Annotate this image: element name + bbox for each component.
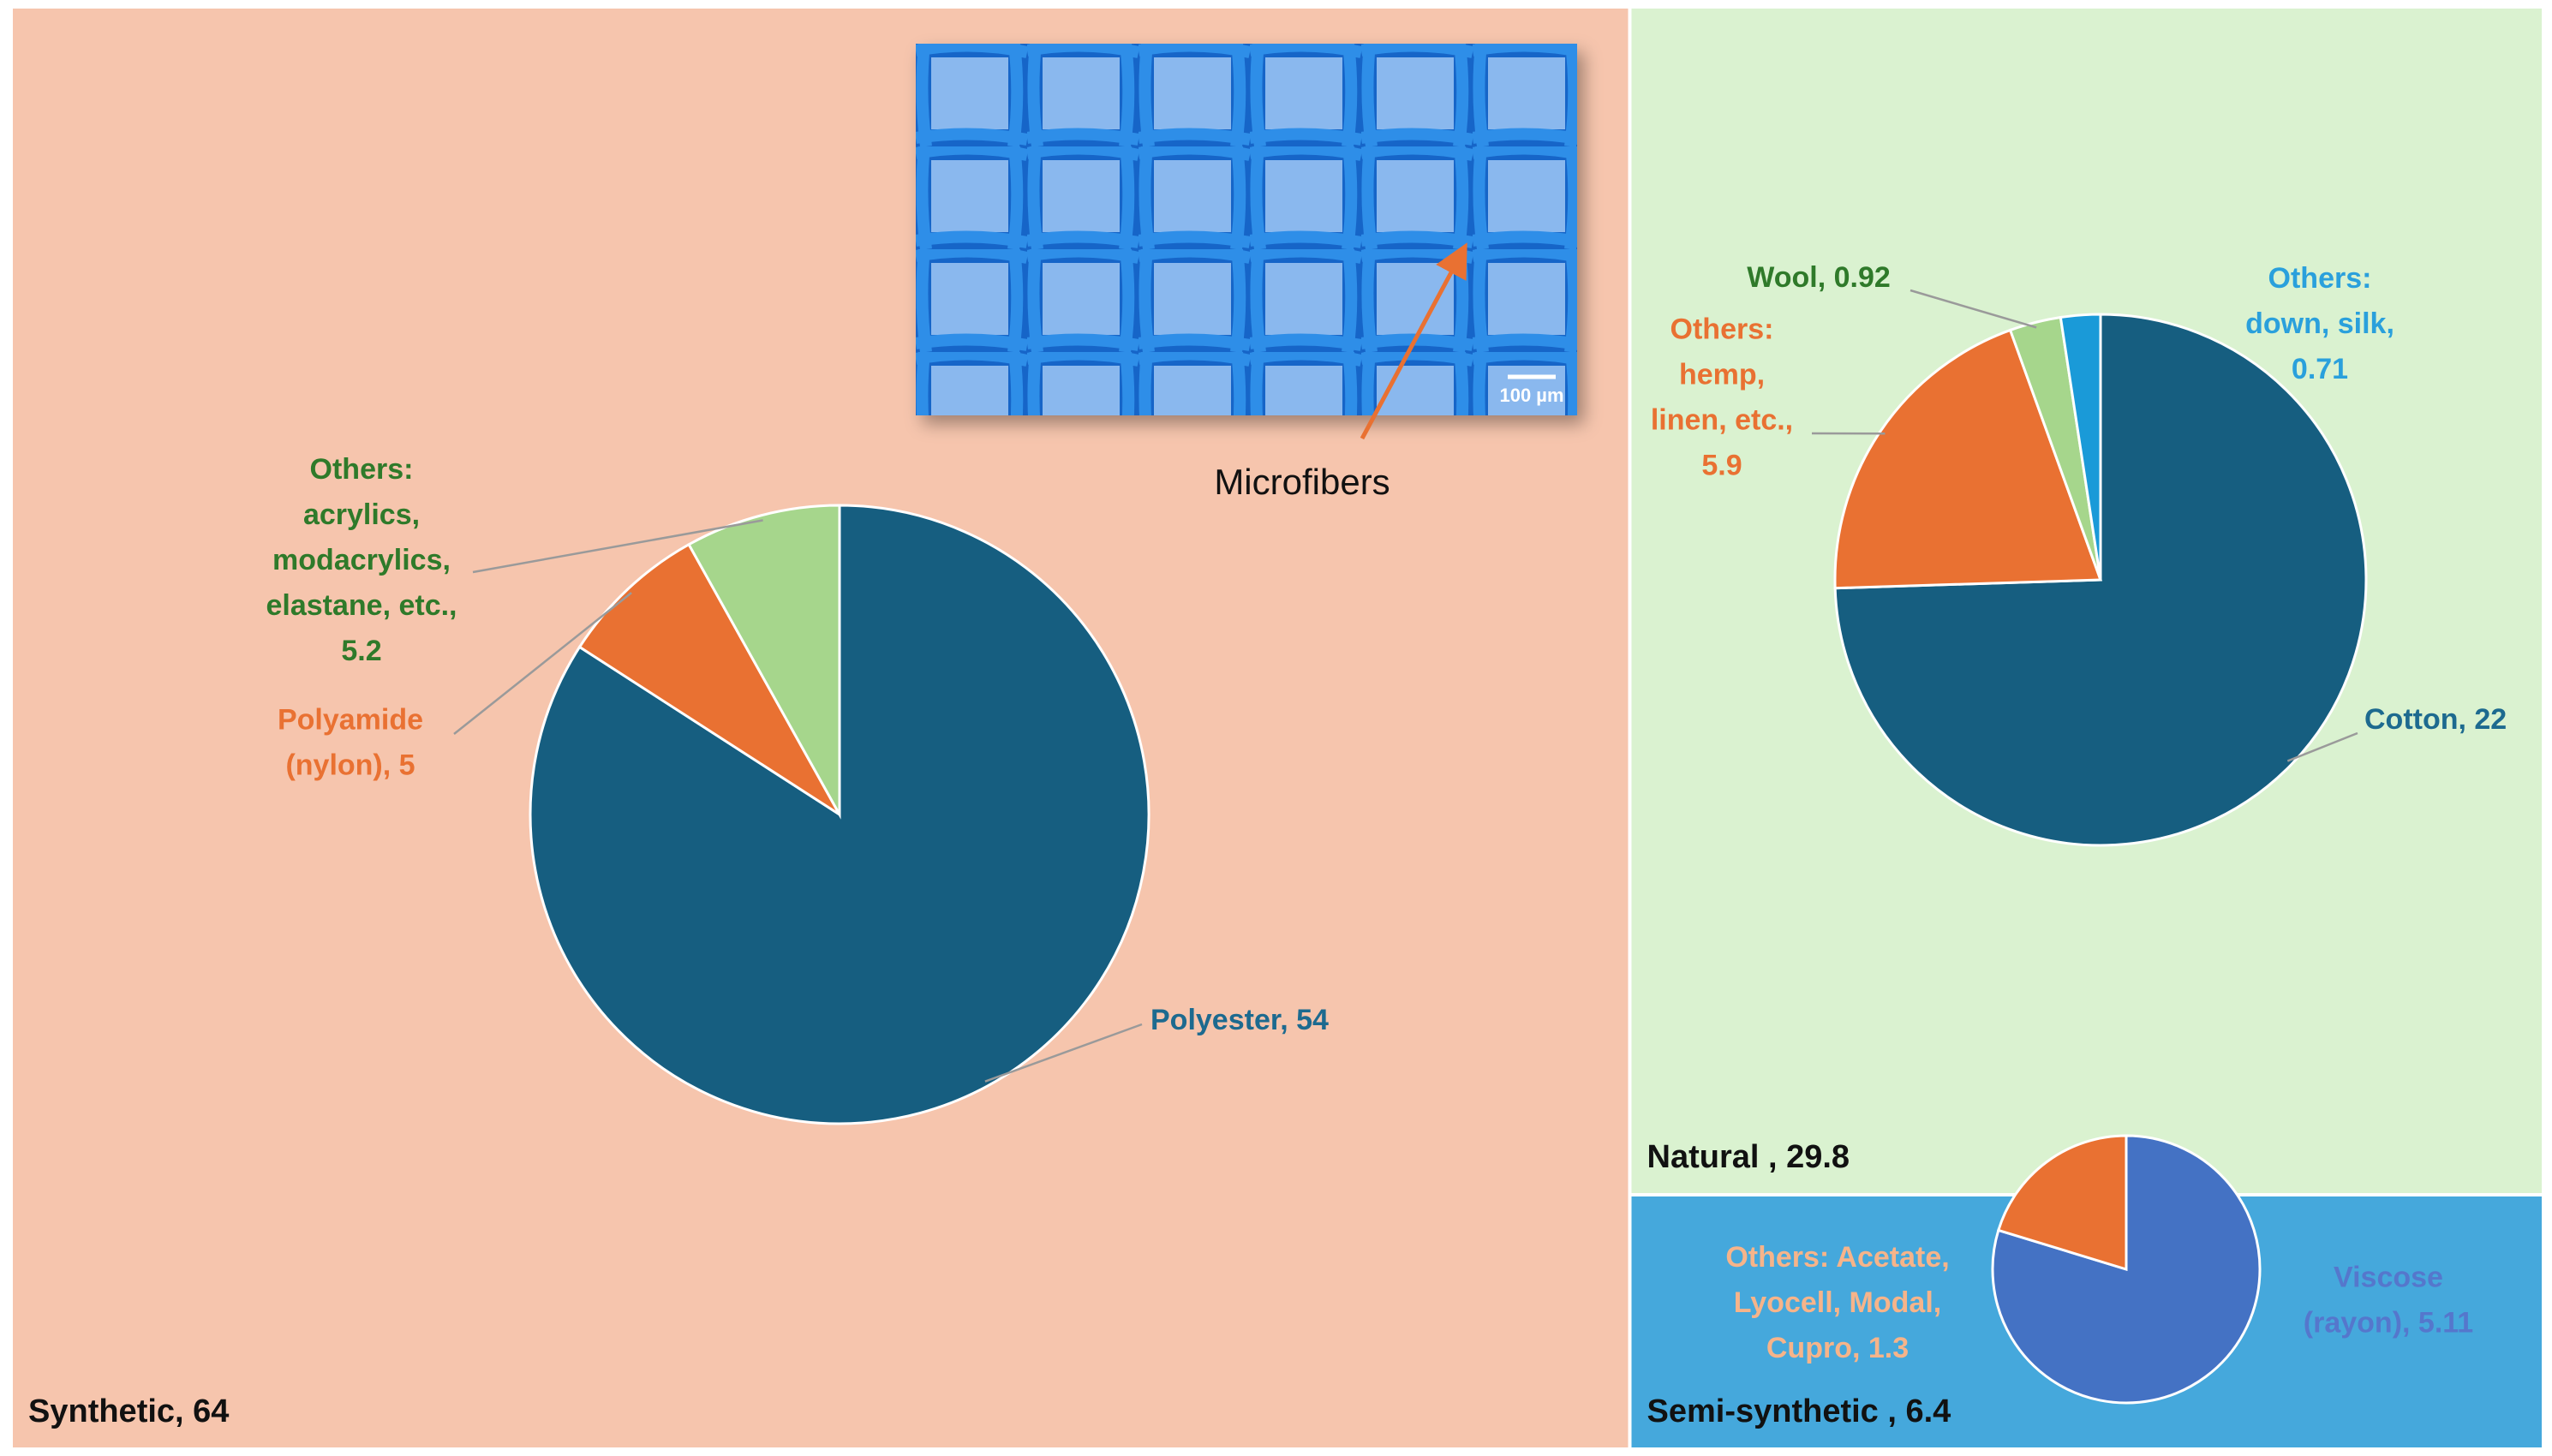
data-label: Others: Acetate, Lyocell, Modal, Cupro, 1.… [1725, 1241, 1949, 1364]
scale-bar-label: 100 µm [1499, 385, 1563, 406]
leader-line [472, 519, 763, 574]
data-label: Others: acrylics, modacrylics, elastane, et… [266, 453, 457, 667]
data-label: Others: hemp, linen, etc., 5.9 [1651, 313, 1793, 481]
data-label: Polyamide (nylon), 5 [278, 703, 423, 781]
annotation: Microfibers [1214, 462, 1390, 502]
data-label: Cotton, 22 [2364, 703, 2507, 736]
data-label: Others: down, silk, 0.71 [2245, 262, 2394, 385]
cell-label: Synthetic, 64 [28, 1393, 229, 1429]
pie-slice [577, 542, 841, 816]
cell-label: Natural , 29.8 [1647, 1139, 1850, 1175]
leader-line [453, 592, 632, 735]
cell-label: Semi-synthetic , 6.4 [1647, 1393, 1951, 1429]
leader-line [1910, 289, 2037, 329]
data-label: Wool, 0.92 [1747, 261, 1891, 294]
pie-slice [1833, 328, 2103, 590]
micrograph-image [916, 44, 1577, 415]
arrow [1360, 242, 1467, 440]
data-label: Viscose (rayon), 5.11 [2304, 1261, 2473, 1339]
pie-slice [1996, 1134, 2128, 1272]
pies: Polyester, 54 Polyamide (nylon), 5 Others: a… [266, 261, 2507, 1405]
leader-line [2286, 731, 2358, 762]
micrograph: 100 µm Microfibers [916, 44, 1577, 502]
leader-line [984, 1023, 1143, 1083]
data-label: Polyester, 54 [1150, 1004, 1329, 1036]
pie-slice [2059, 313, 2102, 581]
pie-slice [687, 504, 841, 820]
